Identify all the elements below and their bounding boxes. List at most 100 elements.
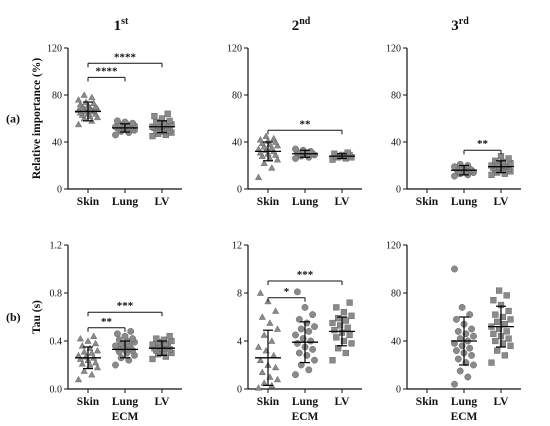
row-label-b: (b) — [6, 310, 21, 324]
column-title-number: 3 — [451, 18, 459, 34]
y-tick-label: 80 — [391, 289, 401, 300]
column-title-number: 1 — [114, 18, 122, 34]
significance-label: ** — [101, 316, 113, 328]
column-title-superscript: rd — [459, 16, 469, 27]
y-tick-label: 120 — [386, 44, 401, 55]
x-tick-label: Lung — [451, 396, 477, 408]
x-tick-label: LV — [494, 196, 510, 208]
data-point — [258, 368, 266, 375]
data-point — [121, 332, 129, 340]
data-point — [340, 337, 348, 345]
data-point — [153, 118, 160, 126]
data-point — [492, 337, 499, 345]
data-point — [458, 303, 466, 311]
y-tick-label: 0 — [237, 385, 242, 396]
data-point — [344, 324, 351, 331]
y-tick-label: 0 — [237, 185, 242, 196]
data-point — [452, 347, 460, 354]
data-point — [301, 303, 309, 311]
data-point — [346, 331, 353, 339]
data-point — [260, 143, 268, 150]
data-point — [93, 113, 102, 121]
column-title-superscript: st — [121, 16, 129, 27]
y-tick-label: 80 — [52, 91, 62, 102]
x-tick-label: Lung — [451, 196, 477, 208]
significance-label: ** — [300, 118, 312, 130]
x-axis-label: ECM — [292, 411, 319, 423]
data-point — [499, 340, 507, 347]
data-point — [80, 91, 88, 98]
y-tick-label: 1.2 — [50, 241, 63, 252]
y-tick-label: 4 — [237, 337, 242, 348]
data-point — [76, 355, 84, 362]
data-point — [297, 325, 305, 333]
data-point — [505, 335, 512, 342]
y-tick-label: 40 — [232, 138, 242, 149]
y-axis-label-row-2: Tau (s) — [31, 300, 43, 334]
data-point — [333, 304, 340, 311]
data-point — [112, 361, 119, 369]
data-point — [293, 339, 301, 347]
data-point — [74, 375, 83, 383]
y-tick-label: 0 — [396, 385, 401, 396]
y-tick-label: 40 — [52, 138, 62, 149]
data-point — [466, 311, 474, 318]
data-point — [503, 292, 510, 299]
data-point — [451, 380, 458, 388]
data-point — [88, 93, 96, 101]
data-point — [503, 328, 510, 335]
data-point — [337, 322, 344, 329]
data-point — [348, 312, 355, 319]
y-tick-label: 120 — [227, 44, 242, 55]
data-point — [292, 371, 299, 378]
data-point — [166, 333, 173, 340]
data-point — [93, 363, 102, 371]
data-point — [125, 356, 133, 364]
significance-label: **** — [96, 65, 119, 77]
data-point — [492, 311, 499, 318]
data-point — [273, 325, 282, 332]
x-axis-label: ECM — [451, 411, 478, 423]
data-point — [272, 307, 280, 314]
data-point — [329, 319, 336, 327]
data-point — [151, 113, 158, 120]
x-tick-label: LV — [155, 196, 171, 208]
x-tick-label: LV — [335, 396, 351, 408]
data-point — [466, 344, 474, 352]
data-point — [307, 337, 315, 345]
data-point — [260, 159, 268, 166]
data-point — [149, 355, 156, 363]
data-point — [451, 172, 458, 180]
data-point — [454, 355, 462, 363]
data-point — [254, 173, 263, 181]
data-point — [262, 132, 270, 139]
data-point — [129, 119, 137, 127]
data-point — [295, 315, 303, 323]
data-point — [494, 347, 501, 354]
x-tick-label: Lung — [292, 196, 318, 208]
data-point — [273, 156, 282, 163]
y-tick-label: 0 — [57, 185, 62, 196]
data-point — [258, 313, 266, 320]
data-point — [149, 133, 156, 140]
data-point — [311, 323, 318, 330]
data-point — [256, 356, 264, 363]
data-point — [149, 341, 156, 348]
data-point — [273, 141, 282, 149]
data-point — [268, 144, 276, 151]
data-point — [92, 358, 100, 366]
data-point — [292, 145, 299, 153]
column-title-1: 1st — [114, 16, 129, 34]
data-point — [127, 327, 135, 335]
data-point — [254, 145, 263, 152]
data-point — [166, 117, 173, 124]
data-point — [470, 332, 477, 340]
y-axis-label-row-1: Relative importance (%) — [31, 58, 43, 180]
data-point — [268, 337, 276, 344]
data-point — [488, 359, 495, 366]
y-tick-label: 120 — [47, 44, 62, 55]
data-point — [256, 148, 264, 156]
data-point — [452, 315, 460, 323]
data-point — [293, 288, 301, 296]
